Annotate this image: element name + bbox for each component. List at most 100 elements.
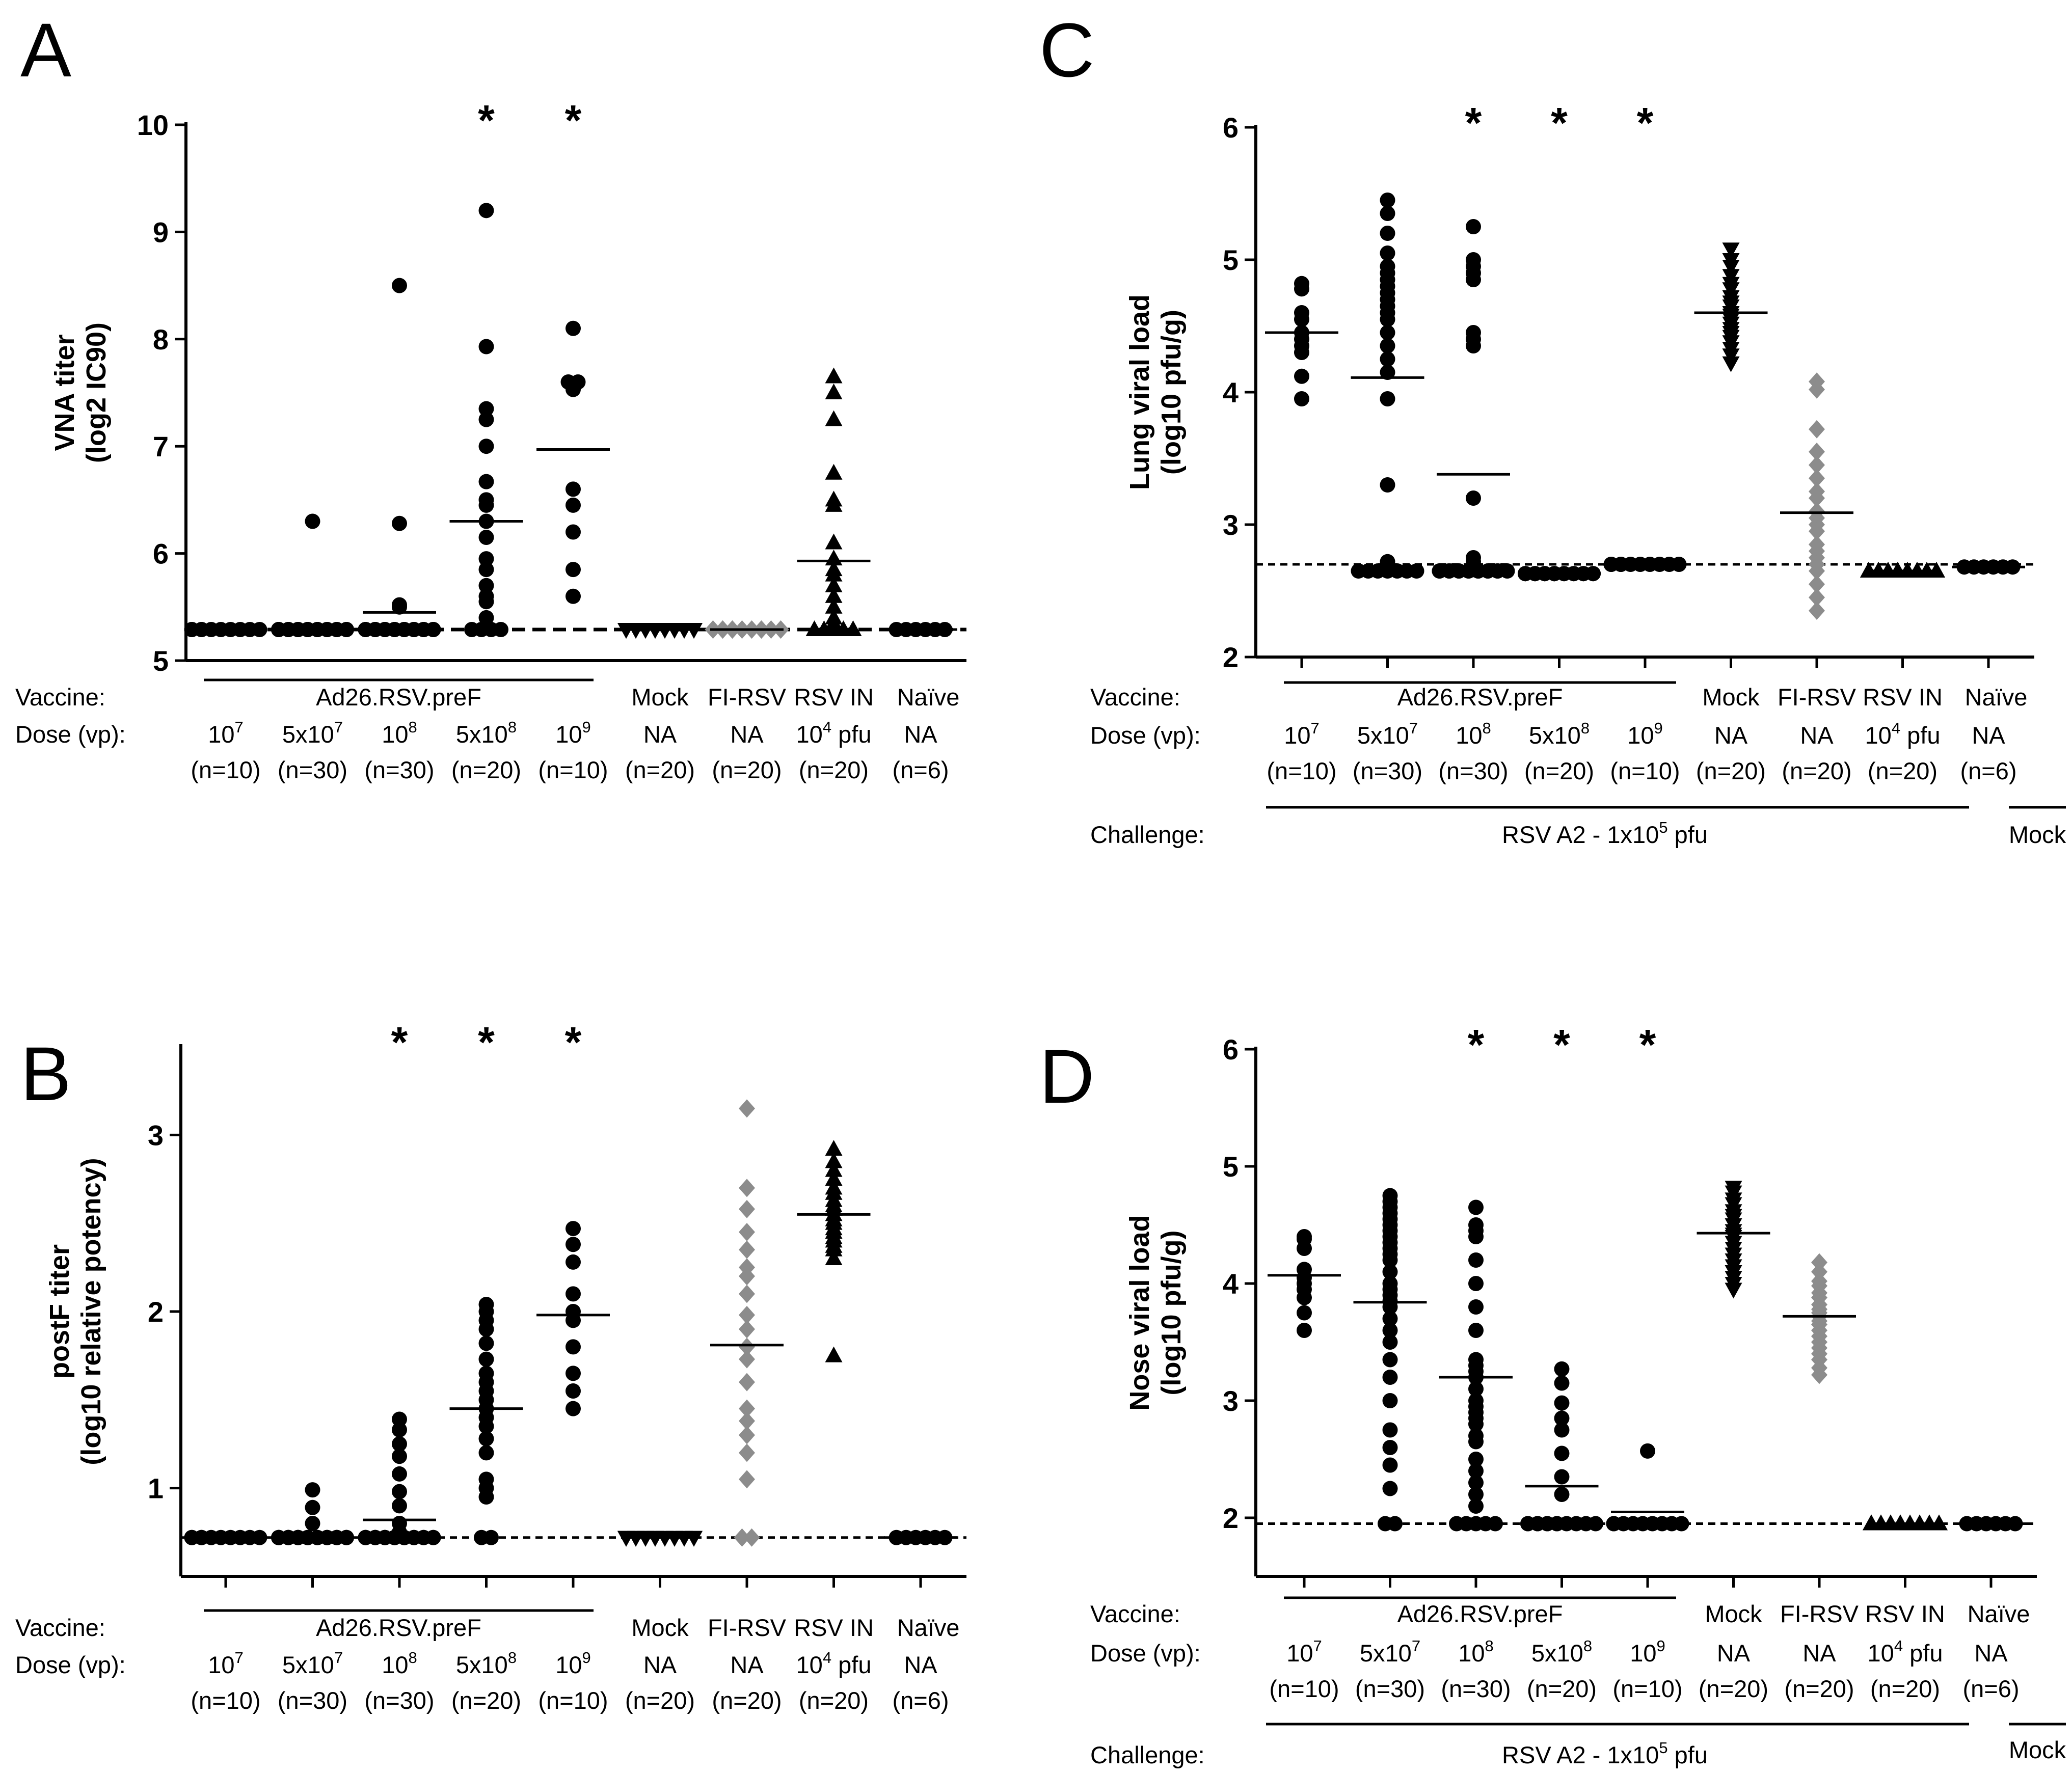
data-point	[1725, 1282, 1742, 1299]
data-point	[1380, 206, 1395, 221]
y-axis-label: Nose viral load	[1124, 1215, 1155, 1410]
dose-label: 5x107	[282, 718, 343, 748]
data-point	[1811, 1263, 1827, 1281]
significance-star: *	[1551, 99, 1568, 147]
ad26-bracket-label: Ad26.RSV.preF	[1397, 684, 1563, 711]
y-tick-label: 2	[1223, 1502, 1239, 1534]
dose-label: 5x107	[282, 1649, 343, 1678]
row-label-vaccine: Vaccine:	[15, 1614, 105, 1641]
data-point	[734, 1528, 750, 1547]
data-point	[1294, 281, 1309, 297]
data-point	[1606, 1516, 1622, 1532]
data-point	[478, 439, 494, 454]
data-point	[1387, 1516, 1403, 1532]
n-label: (n=10)	[538, 1687, 608, 1714]
significance-star: *	[1637, 99, 1654, 147]
data-point	[1380, 365, 1395, 380]
y-tick-label: 8	[153, 323, 169, 356]
data-point	[1809, 575, 1825, 593]
dose-label: 5x108	[1529, 719, 1590, 749]
dose-label: NA	[1974, 1640, 2008, 1667]
n-label: (n=20)	[1868, 757, 1938, 784]
y-tick-label: 7	[153, 430, 169, 462]
data-point	[367, 621, 383, 637]
data-point	[305, 1499, 320, 1515]
panel-b: B 1 2 3 postF titer (log10 relative potency) 1…	[15, 1018, 966, 1714]
data-point	[739, 1399, 755, 1418]
row-label-dose: Dose (vp):	[15, 1651, 126, 1678]
dose-label: NA	[1972, 722, 2005, 749]
group-0: 107 (n=10)	[184, 1530, 267, 1714]
data-point	[825, 1249, 843, 1265]
challenge-label: RSV A2 - 1x105 pfu	[1502, 1739, 1708, 1768]
data-point	[566, 1339, 581, 1355]
dose-label: 5x107	[1357, 719, 1418, 749]
data-point	[1554, 1375, 1570, 1391]
y-tick-label: 5	[1223, 244, 1239, 276]
data-point	[1722, 356, 1740, 372]
data-point	[566, 588, 581, 604]
n-label: (n=20)	[1870, 1675, 1940, 1702]
data-point	[478, 474, 494, 489]
y-tick-label: 4	[1223, 1268, 1239, 1300]
row-label-vaccine: Vaccine:	[1090, 684, 1180, 711]
n-label: (n=6)	[892, 1687, 949, 1714]
data-point	[425, 621, 441, 637]
data-point	[478, 551, 494, 567]
data-point	[1722, 242, 1740, 259]
n-label: (n=10)	[191, 1687, 260, 1714]
group-6: FI-RSV NA (n=20)	[708, 1099, 787, 1714]
data-point	[566, 1286, 581, 1302]
data-point	[1811, 1253, 1827, 1272]
n-label: (n=10)	[1267, 757, 1336, 784]
data-point	[739, 1240, 755, 1259]
n-label: (n=20)	[1784, 1675, 1854, 1702]
data-point	[478, 1418, 494, 1434]
group-1: 5x107 (n=30)	[271, 1482, 354, 1714]
data-point	[566, 524, 581, 540]
data-point	[1382, 1370, 1398, 1385]
group-2: 108 (n=30)	[358, 278, 441, 783]
data-point	[392, 1498, 407, 1514]
data-point	[1554, 1422, 1570, 1438]
data-point	[392, 278, 407, 293]
significance-star: *	[478, 1018, 495, 1066]
data-point	[825, 384, 843, 399]
group-6: FI-RSV NA (n=20)	[705, 620, 789, 783]
dose-label: 104 pfu	[796, 718, 872, 748]
data-point	[478, 203, 494, 219]
n-label: (n=20)	[712, 1687, 782, 1714]
panel-a: A 5 6 7 8 9 10 VNA titer (log2 IC90) 107 (n=10) 5x1…	[15, 7, 966, 783]
dose-label: NA	[1714, 722, 1748, 749]
group-8: Naïve NA (n=6)	[1954, 1516, 2030, 1702]
data-point	[739, 1320, 755, 1339]
data-point	[1468, 1416, 1484, 1432]
y-tick-label: 5	[1223, 1151, 1239, 1183]
data-point	[1554, 1487, 1570, 1502]
data-point	[483, 1530, 499, 1545]
vaccine-label: Mock	[1705, 1600, 1762, 1627]
n-label: (n=10)	[1610, 757, 1680, 784]
y-axis-label: postF titer	[44, 1244, 75, 1379]
panel-label: C	[1039, 7, 1094, 93]
data-point	[739, 1443, 755, 1462]
data-point	[1382, 1457, 1398, 1473]
y-tick-label: 3	[1223, 509, 1239, 541]
vaccine-label: RSV IN	[794, 1614, 874, 1641]
significance-star: *	[1465, 99, 1482, 147]
group-2: * 108 (n=30)	[1432, 99, 1515, 784]
data-point	[1466, 219, 1481, 234]
data-point	[566, 481, 581, 497]
group-3: * 5x108 (n=20)	[1520, 1021, 1603, 1702]
data-point	[739, 1426, 755, 1444]
n-label: (n=20)	[712, 756, 782, 783]
data-point	[478, 401, 494, 417]
panel-label: B	[20, 1031, 71, 1116]
data-point	[1809, 469, 1825, 487]
group-6: FI-RSV NA (n=20)	[1780, 1253, 1859, 1702]
data-point	[1297, 1290, 1312, 1305]
n-label: (n=20)	[799, 1687, 869, 1714]
data-point	[392, 1422, 407, 1438]
data-point	[1466, 338, 1481, 353]
n-label: (n=30)	[278, 756, 347, 783]
